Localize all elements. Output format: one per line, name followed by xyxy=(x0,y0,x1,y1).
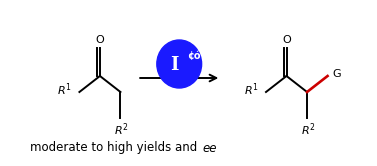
Text: $R^2$: $R^2$ xyxy=(114,121,129,138)
Text: O: O xyxy=(282,35,291,45)
Text: ¢ó: ¢ó xyxy=(187,51,200,61)
Circle shape xyxy=(157,40,202,88)
Text: I: I xyxy=(170,56,179,74)
Text: moderate to high yields and: moderate to high yields and xyxy=(30,141,201,155)
Text: $R^2$: $R^2$ xyxy=(300,121,315,138)
Text: G: G xyxy=(332,69,341,79)
Text: O: O xyxy=(95,35,104,45)
Text: ee: ee xyxy=(202,141,217,155)
Text: $R^1$: $R^1$ xyxy=(244,82,259,98)
Text: $R^1$: $R^1$ xyxy=(57,82,72,98)
